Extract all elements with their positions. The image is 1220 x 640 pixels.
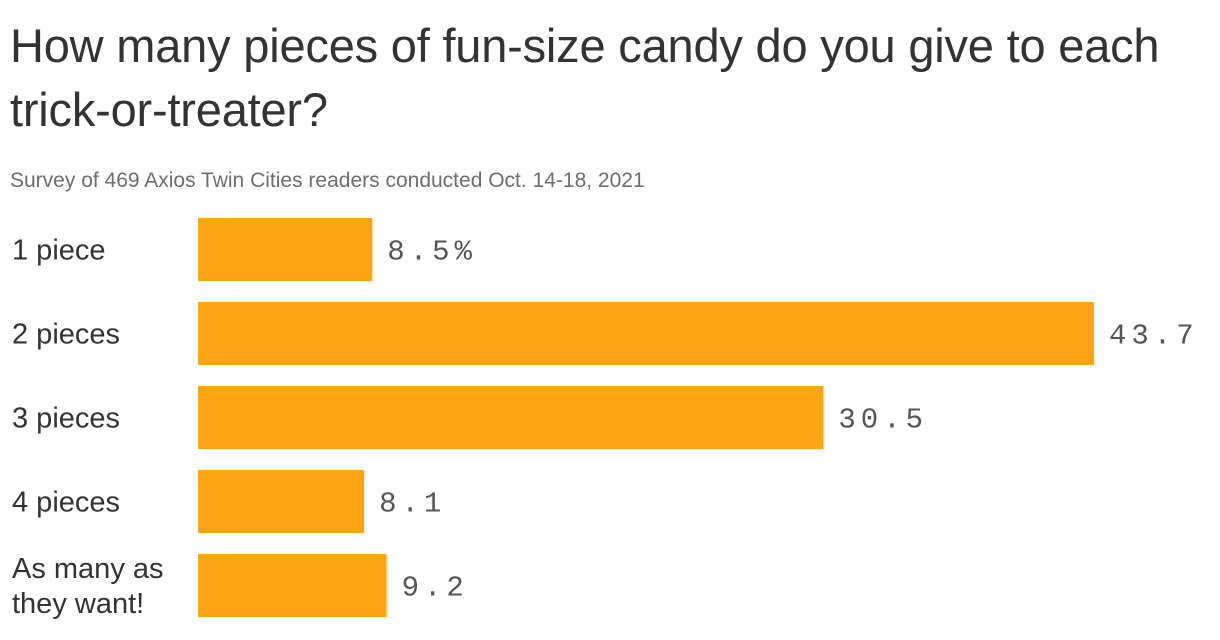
bar-5: [198, 554, 387, 617]
chart-title: How many pieces of fun-size candy do you…: [10, 19, 1160, 136]
bar-1: [198, 218, 373, 281]
bar-3: [198, 386, 824, 449]
category-label: 3 pieces: [12, 403, 120, 435]
category-label: 1 piece: [12, 235, 106, 267]
category-label: 4 pieces: [12, 487, 120, 519]
value-label: 8.1: [379, 488, 446, 521]
chart-subtitle: Survey of 469 Axios Twin Cities readers …: [10, 169, 645, 192]
value-label: 30.5: [838, 404, 928, 437]
category-label: As many as they want!: [12, 553, 164, 620]
category-label: 2 pieces: [12, 319, 120, 351]
value-label: 8.5%: [387, 236, 477, 269]
bars-group: 1 piece 8.5% 2 pieces 43.7 3 pieces 30.5 4 pie…: [12, 218, 1199, 620]
bar-4: [198, 470, 365, 533]
bar-2: [198, 302, 1094, 365]
value-label: 9.2: [402, 572, 469, 605]
value-label: 43.7: [1109, 320, 1199, 353]
